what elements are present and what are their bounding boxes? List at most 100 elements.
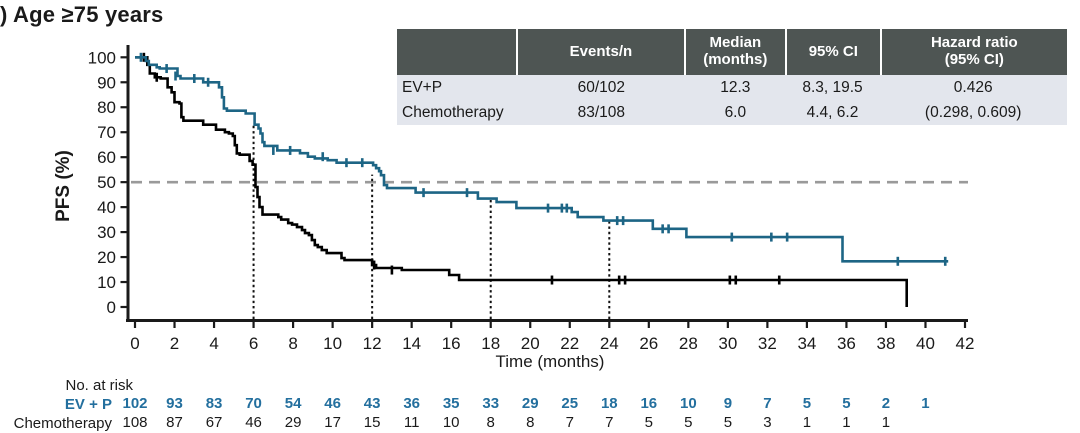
y-tick-label: 60 <box>97 148 116 167</box>
x-tick-label: 2 <box>170 334 179 353</box>
at-risk-value-evp: 2 <box>881 395 891 412</box>
at-risk-value-chemo: 1 <box>881 414 891 431</box>
at-risk-value-evp: 43 <box>363 395 381 412</box>
at-risk-value-evp: 93 <box>166 395 183 412</box>
x-tick-label: 10 <box>323 334 342 353</box>
row-label: Chemotherapy <box>402 103 504 121</box>
at-risk-label-chemotherapy: Chemotherapy <box>13 415 112 432</box>
x-tick-label: 16 <box>442 334 461 353</box>
evp-curve <box>135 56 949 263</box>
y-tick-label: 80 <box>97 98 116 117</box>
row-label: EV+P <box>402 78 443 96</box>
at-risk-value-chemo: 108 <box>122 414 148 431</box>
at-risk-value-evp: 54 <box>284 395 302 412</box>
table-row-chemotherapy: Chemotherapy 83/108 6.0 4.4, 6.2 (0.298,… <box>397 100 1067 125</box>
at-risk-value-evp: 5 <box>842 395 851 412</box>
at-risk-value-evp: 10 <box>679 395 697 412</box>
x-tick-label: 42 <box>956 334 975 353</box>
x-tick-label: 28 <box>679 334 698 353</box>
x-tick-label: 4 <box>209 334 218 353</box>
x-tick-label: 30 <box>718 334 737 353</box>
x-tick-label: 38 <box>876 334 895 353</box>
at-risk-value-chemo: 46 <box>245 414 262 431</box>
at-risk-value-evp: 35 <box>442 395 460 412</box>
header-events-n: Events/n <box>516 29 684 75</box>
median-value: 6.0 <box>724 103 747 121</box>
at-risk-value-evp: 7 <box>763 395 772 412</box>
at-risk-value-chemo: 7 <box>605 414 614 431</box>
at-risk-value-chemo: 67 <box>205 414 223 431</box>
x-tick-label: 36 <box>837 334 856 353</box>
at-risk-value-evp: 9 <box>723 395 733 412</box>
results-table-header-row: Events/n Median (months) 95% CI Hazard r… <box>397 29 1067 75</box>
at-risk-value-chemo: 8 <box>526 414 535 431</box>
x-tick-label: 8 <box>288 334 297 353</box>
at-risk-value-chemo: 11 <box>403 414 420 431</box>
y-tick-label: 50 <box>97 173 116 192</box>
x-tick-label: 22 <box>560 334 579 353</box>
at-risk-value-chemo: 5 <box>684 414 693 431</box>
at-risk-value-evp: 36 <box>403 395 420 412</box>
events-n-value: 83/108 <box>577 103 626 121</box>
at-risk-value-chemo: 1 <box>802 414 812 431</box>
panel-title: ) Age ≥75 years <box>0 2 164 27</box>
x-tick-label: 12 <box>363 334 382 353</box>
y-tick-label: 20 <box>97 248 116 267</box>
at-risk-value-evp: 1 <box>921 395 930 412</box>
ci-value: 4.4, 6.2 <box>806 103 859 121</box>
at-risk-value-evp: 33 <box>482 395 500 412</box>
x-tick-label: 6 <box>249 334 258 353</box>
y-tick-label: 30 <box>97 223 116 242</box>
at-risk-value-chemo: 15 <box>363 414 381 431</box>
hazard-ratio-value: 0.426 <box>953 78 993 96</box>
at-risk-value-chemo: 1 <box>842 414 851 431</box>
median-value: 12.3 <box>720 78 751 96</box>
x-tick-label: 32 <box>758 334 777 353</box>
events-n-value: 60/102 <box>577 78 626 96</box>
at-risk-value-chemo: 5 <box>644 414 653 431</box>
at-risk-label-evp: EV + P <box>64 396 112 413</box>
x-tick-label: 14 <box>402 334 421 353</box>
at-risk-value-evp: 83 <box>205 395 223 412</box>
header-95ci: 95% CI <box>784 29 880 75</box>
at-risk-value-evp: 5 <box>802 395 812 412</box>
table-row-evp: EV+P 60/102 12.3 8.3, 19.5 0.426 <box>397 75 1067 100</box>
hazard-ratio-ci-value: (0.298, 0.609) <box>924 103 1022 121</box>
at-risk-value-chemo: 8 <box>486 414 495 431</box>
y-tick-label: 100 <box>88 48 116 67</box>
at-risk-value-evp: 25 <box>561 395 579 412</box>
chemo-curve <box>135 56 908 307</box>
at-risk-value-evp: 46 <box>324 395 341 412</box>
y-tick-label: 40 <box>97 198 116 217</box>
at-risk-value-chemo: 29 <box>284 414 302 431</box>
y-axis-title: PFS (%) <box>53 150 74 222</box>
at-risk-value-chemo: 5 <box>723 414 733 431</box>
x-axis-title: Time (months) <box>495 352 605 371</box>
y-tick-label: 70 <box>97 123 116 142</box>
at-risk-value-evp: 102 <box>122 395 148 412</box>
at-risk-value-evp: 29 <box>521 395 539 412</box>
results-table: Events/n Median (months) 95% CI Hazard r… <box>397 29 1067 125</box>
y-tick-label: 90 <box>97 73 116 92</box>
x-tick-label: 40 <box>916 334 935 353</box>
at-risk-title: No. at risk <box>65 377 133 394</box>
x-tick-label: 26 <box>639 334 658 353</box>
y-tick-label: 0 <box>107 298 116 317</box>
at-risk-value-chemo: 17 <box>324 414 341 431</box>
x-tick-label: 34 <box>797 334 816 353</box>
at-risk-value-evp: 16 <box>640 395 658 412</box>
at-risk-value-chemo: 3 <box>763 414 772 431</box>
header-median-months: Median (months) <box>683 29 785 75</box>
x-tick-label: 0 <box>130 334 139 353</box>
ci-value: 8.3, 19.5 <box>802 78 863 96</box>
header-hazard-ratio: Hazard ratio (95% CI) <box>879 29 1067 75</box>
x-tick-label: 20 <box>521 334 540 353</box>
y-tick-label: 10 <box>97 273 116 292</box>
at-risk-value-evp: 18 <box>600 395 618 412</box>
at-risk-value-chemo: 10 <box>442 414 460 431</box>
x-tick-label: 24 <box>600 334 619 353</box>
header-blank <box>397 29 516 75</box>
x-tick-label: 18 <box>481 334 500 353</box>
at-risk-value-chemo: 7 <box>565 414 574 431</box>
